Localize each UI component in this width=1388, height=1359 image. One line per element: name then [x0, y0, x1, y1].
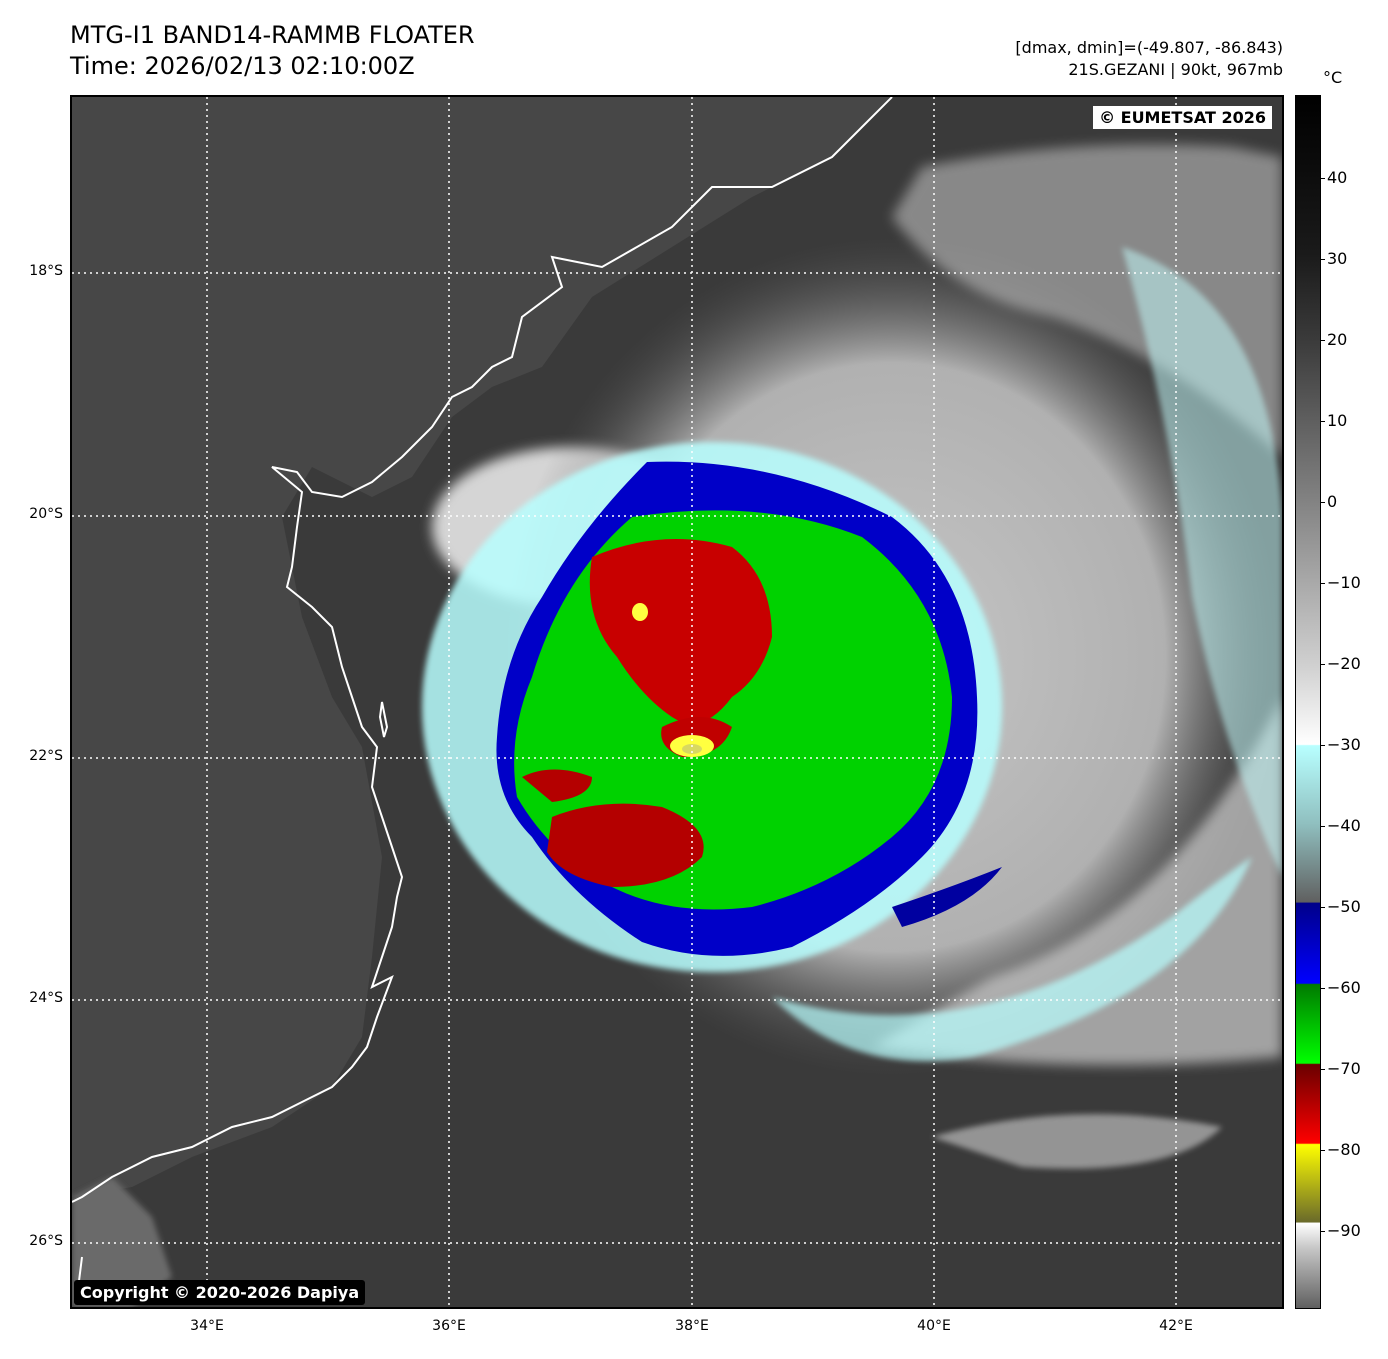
- lat-label-18s: 18°S: [29, 263, 63, 279]
- temperature-colorbar: [1295, 95, 1321, 1309]
- colorbar-tick-label: 20: [1327, 330, 1348, 349]
- colorbar-tick-mark: [1321, 988, 1325, 989]
- colorbar-tick-label: −60: [1327, 978, 1361, 997]
- lon-label-36e: 36°E: [432, 1318, 466, 1334]
- colorbar-tick-mark: [1321, 502, 1325, 503]
- colorbar-tick-mark: [1321, 1150, 1325, 1151]
- colorbar-tick-label: −90: [1327, 1221, 1361, 1240]
- colorbar-tick-mark: [1321, 745, 1325, 746]
- lon-label-34e: 34°E: [190, 1318, 224, 1334]
- lat-label-22s: 22°S: [29, 748, 63, 764]
- colorbar-tick-label: −70: [1327, 1059, 1361, 1078]
- satellite-map: © EUMETSAT 2026 Copyright © 2020-2026 Da…: [70, 95, 1284, 1309]
- colorbar-tick-mark: [1321, 664, 1325, 665]
- graticule-lines: [72, 97, 1282, 1307]
- colorbar-tick-label: 0: [1327, 492, 1338, 511]
- colorbar-tick-mark: [1321, 826, 1325, 827]
- satellite-imagery: [72, 97, 1282, 1307]
- title-line-1: MTG-I1 BAND14-RAMMB FLOATER: [70, 21, 475, 49]
- colorbar-tick-label: 10: [1327, 411, 1348, 430]
- colorbar-tick-mark: [1321, 1231, 1325, 1232]
- lon-label-42e: 42°E: [1159, 1318, 1193, 1334]
- colorbar-tick-mark: [1321, 1069, 1325, 1070]
- colorbar-tick-mark: [1321, 421, 1325, 422]
- colorbar-tick-label: −40: [1327, 816, 1361, 835]
- lat-label-26s: 26°S: [29, 1233, 63, 1249]
- colorbar-tick-label: −50: [1327, 897, 1361, 916]
- colorbar-tick-label: −30: [1327, 735, 1361, 754]
- title-line-2-time: Time: 2026/02/13 02:10:00Z: [70, 52, 415, 80]
- lon-label-38e: 38°E: [675, 1318, 709, 1334]
- colorbar-tick-label: 30: [1327, 249, 1348, 268]
- data-range-text: [dmax, dmin]=(-49.807, -86.843): [1015, 38, 1283, 57]
- colorbar-tick-label: −10: [1327, 573, 1361, 592]
- colorbar-tick-mark: [1321, 907, 1325, 908]
- colorbar-unit: °C: [1323, 68, 1343, 87]
- lat-label-20s: 20°S: [29, 506, 63, 522]
- lon-label-40e: 40°E: [917, 1318, 951, 1334]
- colorbar-tick-label: 40: [1327, 168, 1348, 187]
- colorbar-tick-mark: [1321, 178, 1325, 179]
- colorbar-tick-mark: [1321, 340, 1325, 341]
- colorbar-tick-mark: [1321, 583, 1325, 584]
- eumetsat-copyright: © EUMETSAT 2026: [1093, 106, 1272, 129]
- colorbar-tick-mark: [1321, 259, 1325, 260]
- colorbar-tick-label: −80: [1327, 1140, 1361, 1159]
- storm-info-text: 21S.GEZANI | 90kt, 967mb: [1068, 60, 1283, 79]
- lat-label-24s: 24°S: [29, 990, 63, 1006]
- colorbar-tick-label: −20: [1327, 654, 1361, 673]
- dapiya-copyright: Copyright © 2020-2026 Dapiya: [74, 1280, 366, 1305]
